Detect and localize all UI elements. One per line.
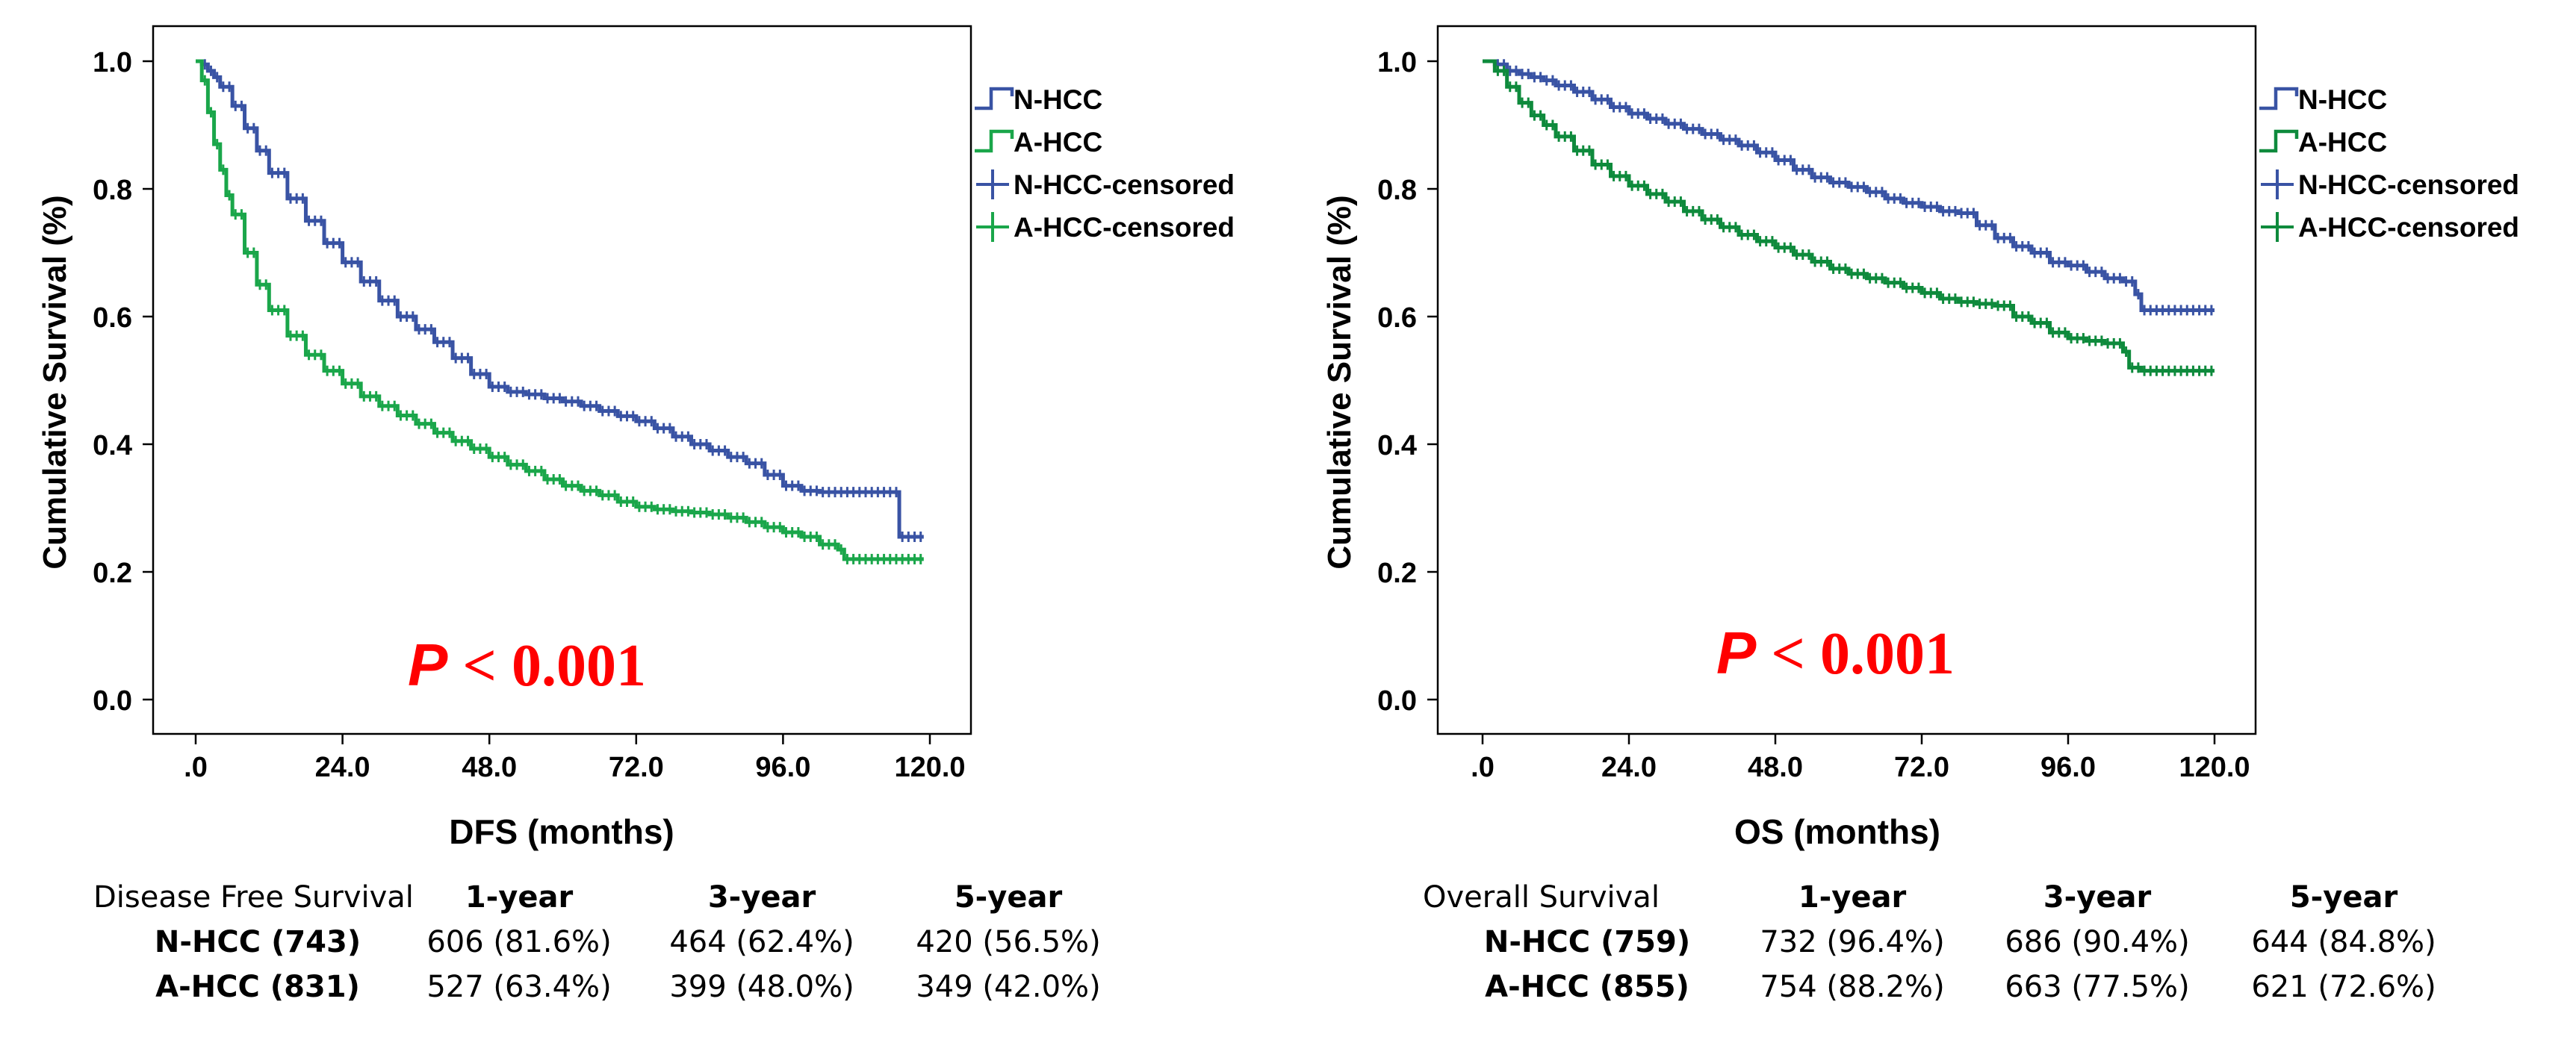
x-tick-label: 96.0	[2040, 752, 2096, 783]
y-tick-label: 0.2	[1377, 558, 1417, 589]
y-tick-label: 0.0	[1377, 685, 1417, 717]
table-cell: 621 (72.6%)	[2251, 970, 2436, 1004]
table-row-label: A-HCC (855)	[1485, 970, 1689, 1004]
legend-step-icon	[2259, 87, 2299, 110]
y-tick-label: 1.0	[1377, 47, 1417, 78]
os-panel: Cumulative Survival (%) OS (months) 0.00…	[1321, 25, 2519, 1004]
y-axis-label: Cumulative Survival (%)	[37, 195, 73, 569]
table-cell: 644 (84.8%)	[2251, 925, 2436, 959]
legend-label: N-HCC-censored	[1014, 169, 1235, 200]
y-tick-label: 0.4	[93, 430, 132, 461]
table-cell: 527 (63.4%)	[426, 970, 611, 1004]
table-header-cell: 1-year	[465, 880, 574, 915]
x-axis-label: DFS (months)	[449, 812, 674, 851]
plot-frame	[1436, 25, 2257, 735]
survival-curves	[196, 59, 924, 564]
legend: N-HCC A-HCC N-HCC-censored A-HCC-censored	[975, 84, 1235, 243]
table-title: Disease Free Survival	[93, 880, 414, 915]
legend-label: N-HCC-censored	[2298, 169, 2519, 200]
y-tick-label: 0.2	[93, 558, 132, 589]
x-tick-label: .0	[1471, 752, 1495, 783]
table-cell: 399 (48.0%)	[669, 970, 854, 1004]
y-tick-label: 0.4	[1377, 430, 1417, 461]
table-cell: 606 (81.6%)	[426, 925, 611, 959]
table-header-cell: 3-year	[2043, 880, 2152, 915]
legend-label: A-HCC	[2298, 127, 2387, 158]
x-tick-label: 72.0	[1894, 752, 1949, 783]
table-cell: 420 (56.5%)	[916, 925, 1100, 959]
y-ticks: 0.0 0.2 0.4 0.6 0.8 1.0	[93, 47, 153, 717]
p-value-text: < 0.001	[447, 633, 646, 699]
x-tick-label: .0	[184, 752, 208, 783]
x-tick-label: 120.0	[2179, 752, 2250, 783]
table-header-cell: 3-year	[708, 880, 816, 915]
legend-step-icon	[975, 129, 1014, 153]
x-tick-label: 48.0	[462, 752, 517, 783]
table-row-label: N-HCC (743)	[155, 925, 361, 959]
table-cell: 754 (88.2%)	[1760, 970, 1944, 1004]
x-tick-label: 72.0	[609, 752, 664, 783]
legend-label: A-HCC-censored	[2298, 212, 2519, 243]
dfs-panel: Cumulative Survival (%) DFS (months) 0.0…	[37, 25, 1235, 1004]
legend-label: N-HCC	[2298, 84, 2387, 115]
legend-label: A-HCC	[1014, 127, 1102, 158]
legend-label: A-HCC-censored	[1014, 212, 1235, 243]
x-tick-label: 120.0	[894, 752, 965, 783]
legend: N-HCC A-HCC N-HCC-censored A-HCC-censored	[2259, 84, 2519, 243]
series-line-a-hcc	[1483, 59, 2215, 373]
p-value: P < 0.001	[408, 632, 646, 699]
table-cell: 732 (96.4%)	[1760, 925, 1944, 959]
table-header-cell: 5-year	[955, 880, 1063, 915]
table-title: Overall Survival	[1423, 880, 1660, 915]
p-value-symbol: P	[1716, 620, 1757, 686]
survival-curves	[1483, 59, 2215, 376]
legend-step-icon	[2259, 129, 2299, 153]
table-header-cell: 5-year	[2290, 880, 2398, 915]
table-row-label: A-HCC (831)	[155, 970, 360, 1004]
table-cell: 464 (62.4%)	[669, 925, 854, 959]
table-header-cell: 1-year	[1798, 880, 1907, 915]
y-tick-label: 0.8	[1377, 175, 1417, 206]
table-cell: 349 (42.0%)	[916, 970, 1100, 1004]
x-axis-label: OS (months)	[1734, 812, 1940, 851]
legend-step-icon	[975, 87, 1014, 110]
dfs-summary-table: Disease Free Survival 1-year 3-year 5-year N…	[93, 880, 1101, 1004]
x-tick-label: 48.0	[1748, 752, 1803, 783]
legend-label: N-HCC	[1014, 84, 1102, 115]
y-tick-label: 0.0	[93, 685, 132, 717]
y-tick-label: 1.0	[93, 47, 132, 78]
plot-frame	[152, 25, 972, 735]
x-tick-label: 96.0	[755, 752, 810, 783]
y-axis-label: Cumulative Survival (%)	[1321, 195, 1358, 569]
p-value-symbol: P	[408, 632, 448, 698]
p-value-text: < 0.001	[1756, 621, 1955, 687]
y-tick-label: 0.6	[93, 302, 132, 334]
table-cell: 686 (90.4%)	[2005, 925, 2189, 959]
series-line-n-hcc	[196, 59, 924, 539]
y-tick-label: 0.8	[93, 175, 132, 206]
x-tick-label: 24.0	[315, 752, 370, 783]
x-ticks: .0 24.0 48.0 72.0 96.0 120.0	[184, 734, 966, 783]
table-cell: 663 (77.5%)	[2005, 970, 2189, 1004]
y-ticks: 0.0 0.2 0.4 0.6 0.8 1.0	[1377, 47, 1438, 717]
y-tick-label: 0.6	[1377, 302, 1417, 334]
p-value: P < 0.001	[1716, 620, 1955, 687]
x-ticks: .0 24.0 48.0 72.0 96.0 120.0	[1471, 734, 2250, 783]
os-summary-table: Overall Survival 1-year 3-year 5-year N-HCC …	[1423, 880, 2436, 1004]
x-tick-label: 24.0	[1601, 752, 1657, 783]
table-row-label: N-HCC (759)	[1484, 925, 1690, 959]
